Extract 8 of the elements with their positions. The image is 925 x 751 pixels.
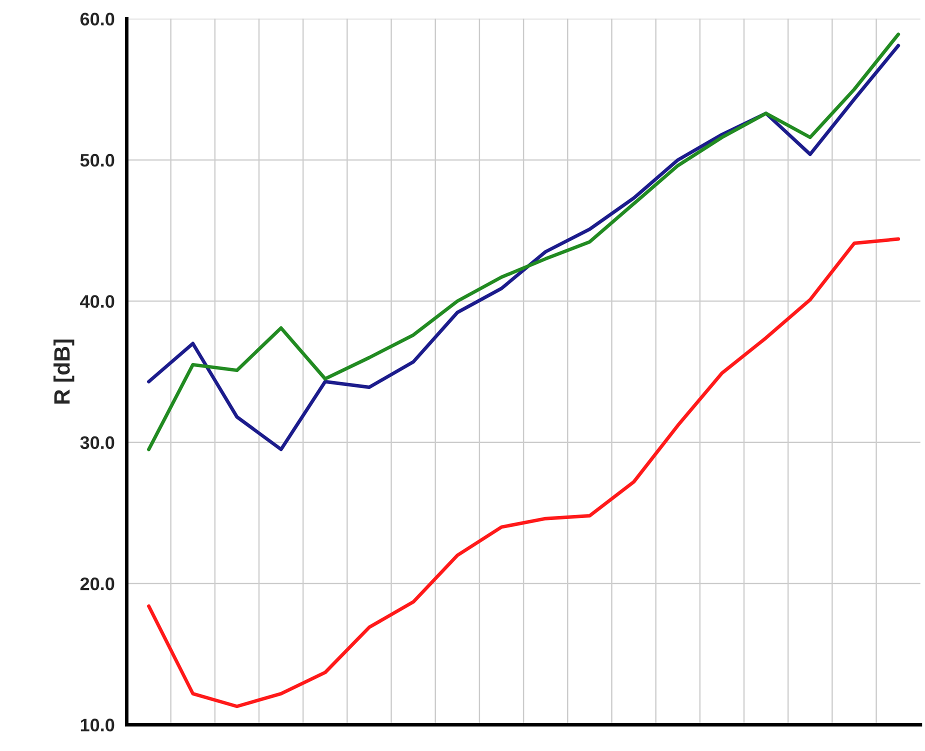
y-tick-label: 20.0 [80, 577, 114, 590]
y-tick-label: 30.0 [80, 436, 114, 450]
line-series [147, 237, 900, 708]
y-tick-label: 40.0 [80, 295, 114, 308]
y-tick-label: 10.0 [80, 718, 114, 732]
y-tick-label: 60.0 [80, 12, 114, 26]
y-axis-title: R [dB] [54, 340, 74, 404]
y-tick-label: 50.0 [80, 154, 114, 167]
